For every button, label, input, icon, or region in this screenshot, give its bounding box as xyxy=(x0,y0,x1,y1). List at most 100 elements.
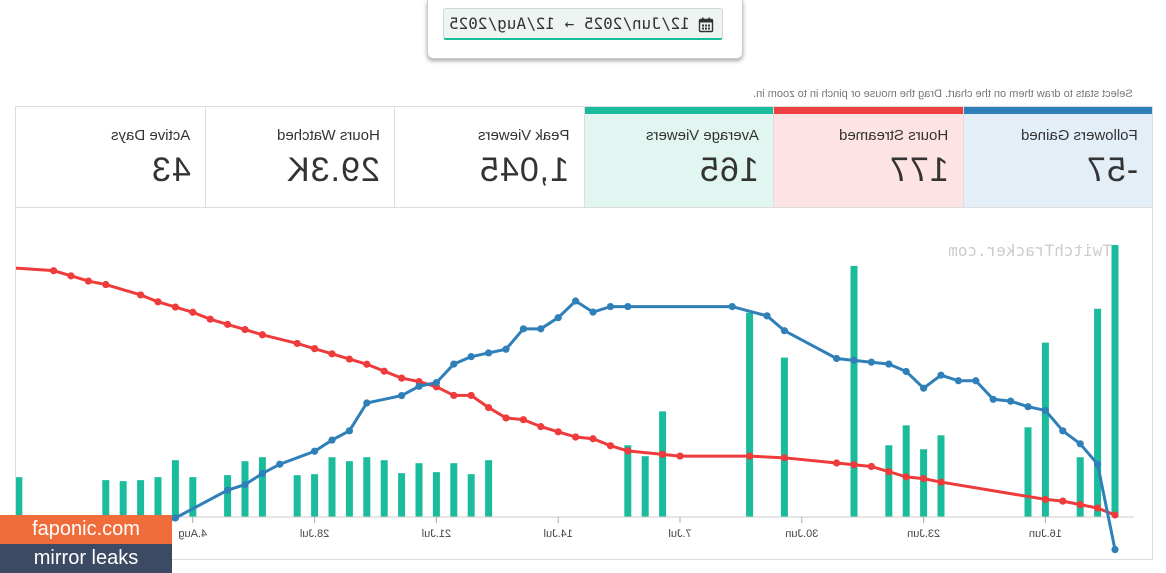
point-hours-streamed xyxy=(224,320,232,328)
point-followers-gained xyxy=(502,345,510,353)
bar-average-viewers xyxy=(902,425,910,517)
point-hours-streamed xyxy=(589,435,597,443)
x-tick-label: 30.Jun xyxy=(785,528,818,540)
bar-average-viewers xyxy=(1094,308,1102,517)
bar-average-viewers xyxy=(850,265,858,517)
stat-label: Peak Viewers xyxy=(478,127,570,144)
point-hours-streamed xyxy=(293,339,301,348)
stat-label: Average Viewers xyxy=(646,127,759,144)
point-hours-streamed xyxy=(502,414,510,422)
point-followers-gained xyxy=(763,312,771,320)
point-hours-streamed xyxy=(50,267,58,275)
bar-average-viewers xyxy=(746,312,754,517)
bar-average-viewers xyxy=(1111,245,1119,517)
bar-average-viewers xyxy=(920,449,928,517)
chart-area[interactable]: TwitchTracker.com 16.Jun 23.Jun 30.Jun 7.Jul… xyxy=(15,208,1153,560)
point-hours-streamed xyxy=(258,331,266,339)
point-hours-streamed xyxy=(537,423,545,431)
point-followers-gained xyxy=(537,325,545,333)
point-followers-gained xyxy=(850,356,858,364)
date-range-panel: 12/Jun/2025 → 12/Aug/2025 xyxy=(427,0,743,59)
line-followers-gained xyxy=(157,299,1117,550)
point-followers-gained xyxy=(224,486,232,494)
stat-card-peak-viewers[interactable]: Peak Viewers 1,045 xyxy=(395,107,585,207)
bar-average-viewers xyxy=(624,445,632,517)
stat-label: Hours Watched xyxy=(277,127,380,144)
stat-cards: Active Days 43 Hours Watched 29.3K Peak … xyxy=(15,106,1153,208)
stat-card-average-viewers[interactable]: Average Viewers 165 xyxy=(584,107,774,207)
point-followers-gained xyxy=(885,360,893,368)
point-followers-gained xyxy=(328,436,336,444)
bar-average-viewers xyxy=(641,456,649,517)
point-hours-streamed xyxy=(380,367,388,375)
bar-average-viewers xyxy=(363,457,371,517)
point-followers-gained xyxy=(258,469,266,478)
date-range-text: 12/Jun/2025 → 12/Aug/2025 xyxy=(449,14,690,33)
bar-average-viewers xyxy=(137,480,145,517)
x-tick-label: 7.Jul xyxy=(668,528,691,540)
bar-average-viewers xyxy=(659,411,667,517)
point-hours-streamed xyxy=(467,391,475,400)
point-followers-gained xyxy=(1007,397,1015,405)
point-followers-gained xyxy=(572,297,580,305)
bar-average-viewers xyxy=(171,460,179,517)
point-followers-gained xyxy=(450,360,458,368)
point-followers-gained xyxy=(728,302,736,311)
bar-average-viewers xyxy=(380,460,388,517)
point-hours-streamed xyxy=(850,461,858,469)
point-followers-gained xyxy=(1076,440,1084,448)
point-hours-streamed xyxy=(450,391,458,400)
point-hours-streamed xyxy=(241,325,249,334)
point-hours-streamed xyxy=(920,475,928,483)
chart-svg[interactable]: TwitchTracker.com 16.Jun 23.Jun 30.Jun 7.Jul… xyxy=(16,208,1154,560)
point-hours-streamed xyxy=(84,277,92,285)
point-hours-streamed xyxy=(67,272,75,280)
point-hours-streamed xyxy=(572,433,580,441)
point-followers-gained xyxy=(1111,545,1119,554)
point-hours-streamed xyxy=(311,345,319,353)
point-followers-gained xyxy=(467,353,475,361)
point-followers-gained xyxy=(954,377,963,385)
point-followers-gained xyxy=(1041,406,1049,415)
point-hours-streamed xyxy=(189,308,197,316)
stat-card-hours-watched[interactable]: Hours Watched 29.3K xyxy=(205,107,395,207)
point-hours-streamed xyxy=(363,360,371,368)
bar-average-viewers xyxy=(154,477,162,517)
point-hours-streamed xyxy=(154,298,162,306)
stat-value: 1,045 xyxy=(479,151,570,189)
x-tick-label: 23.Jun xyxy=(907,528,940,540)
line-hours-streamed xyxy=(16,266,1116,517)
overlay-site-label[interactable]: faponic.com xyxy=(0,515,172,544)
point-hours-streamed xyxy=(519,416,527,424)
point-hours-streamed xyxy=(345,355,353,363)
date-range-input[interactable]: 12/Jun/2025 → 12/Aug/2025 xyxy=(443,8,723,40)
watermark: TwitchTracker.com xyxy=(948,241,1112,260)
x-tick-label: 4.Aug xyxy=(178,528,207,540)
bar-average-viewers xyxy=(311,474,319,517)
calendar-icon[interactable] xyxy=(698,17,714,33)
bar-average-viewers xyxy=(119,481,127,517)
bar-average-viewers xyxy=(189,477,197,517)
point-hours-streamed xyxy=(171,303,179,311)
point-followers-gained xyxy=(1024,403,1032,411)
point-followers-gained xyxy=(415,382,423,390)
point-hours-streamed xyxy=(485,403,493,412)
point-followers-gained xyxy=(624,302,632,311)
stat-value: 165 xyxy=(699,151,759,189)
stat-card-followers-gained[interactable]: Followers Gained -57 xyxy=(963,107,1152,207)
point-followers-gained xyxy=(363,399,371,407)
x-tick-label: 14.Jul xyxy=(544,528,573,540)
point-followers-gained xyxy=(432,379,440,387)
point-hours-streamed xyxy=(902,473,910,481)
point-hours-streamed xyxy=(885,468,893,476)
point-followers-gained xyxy=(589,308,597,316)
point-followers-gained xyxy=(920,384,928,392)
point-hours-streamed xyxy=(780,454,789,462)
point-hours-streamed xyxy=(606,442,615,450)
bar-average-viewers xyxy=(780,357,788,517)
point-hours-streamed xyxy=(554,428,562,436)
stat-card-hours-streamed[interactable]: Hours Streamed 177 xyxy=(774,107,964,207)
stat-card-active-days[interactable]: Active Days 43 xyxy=(16,107,206,207)
point-followers-gained xyxy=(171,514,179,522)
stat-value: -57 xyxy=(1085,151,1138,189)
